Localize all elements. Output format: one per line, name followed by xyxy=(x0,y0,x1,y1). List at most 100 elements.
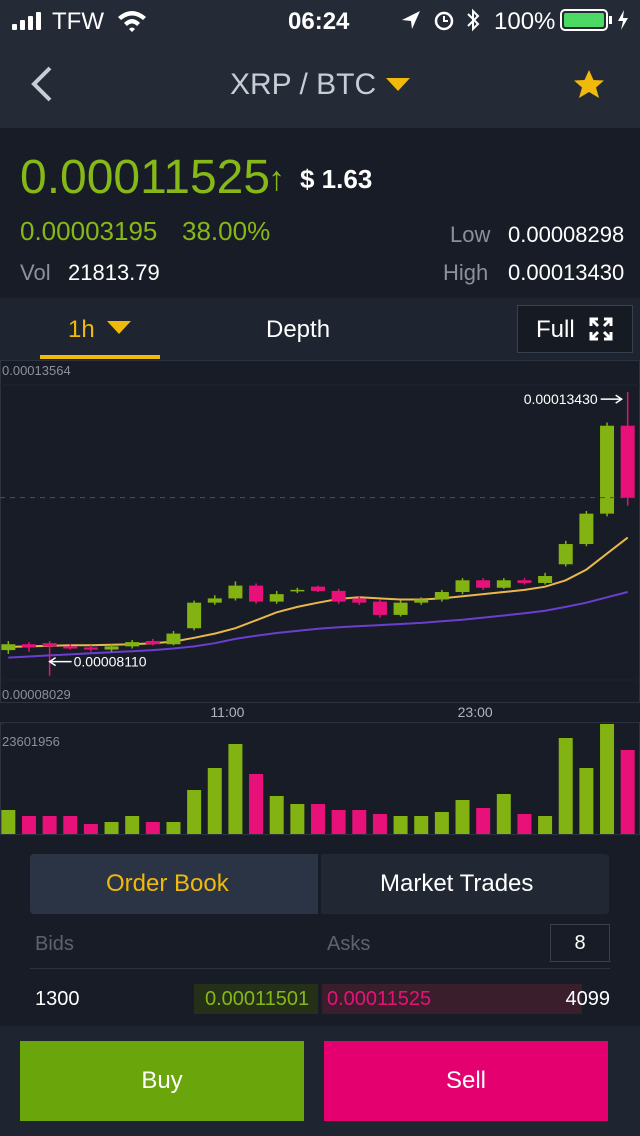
back-button[interactable] xyxy=(28,64,56,104)
volume-bar xyxy=(187,790,202,834)
full-button[interactable] xyxy=(517,305,633,353)
divider xyxy=(30,968,610,969)
volume-bar xyxy=(538,816,553,834)
candle-body xyxy=(517,580,532,583)
time-label: 11:00 xyxy=(210,704,244,720)
depth-tab[interactable]: Depth xyxy=(266,316,331,343)
candle-body xyxy=(104,646,119,650)
full-icon xyxy=(589,317,613,341)
candle-body xyxy=(42,643,57,647)
volume-bar xyxy=(290,804,305,834)
price-arrow: ↑ xyxy=(268,160,285,198)
candle-body xyxy=(145,641,160,645)
candle-body xyxy=(125,642,140,647)
volume-bar xyxy=(455,800,470,834)
candle-body xyxy=(455,580,470,593)
bid-depth-bar xyxy=(194,984,318,1014)
favorite-star[interactable] xyxy=(572,68,606,100)
volume-bar xyxy=(311,804,325,834)
candle-body xyxy=(372,601,387,615)
change-pct: 38.00% xyxy=(182,216,271,246)
volume-bar xyxy=(21,816,36,834)
volume-bar xyxy=(372,814,387,834)
volume-bar xyxy=(125,816,140,834)
volume-bar xyxy=(207,768,222,834)
candle-body xyxy=(207,598,222,603)
candle-body xyxy=(21,644,36,648)
candle-body xyxy=(414,599,429,603)
change-abs: 0.00003195 xyxy=(20,216,158,246)
volume-bar xyxy=(83,824,98,834)
status-icons xyxy=(402,8,480,32)
high-marker: 0.00013430 xyxy=(524,391,598,407)
buy-button[interactable]: Buy xyxy=(20,1041,304,1121)
ask-price: 0.00011525 xyxy=(327,988,432,1010)
asks-header: Asks xyxy=(327,933,371,955)
candle-body xyxy=(600,425,615,514)
sell-button[interactable]: Sell xyxy=(324,1041,608,1121)
volume-bar xyxy=(414,816,429,834)
volume-bar xyxy=(228,744,243,834)
volume-bar xyxy=(63,816,78,834)
wifi-icon xyxy=(118,11,146,32)
candle-body xyxy=(249,585,264,602)
volume-bar xyxy=(42,816,57,834)
carrier: TFW xyxy=(52,8,104,35)
depth-selector[interactable]: 8 xyxy=(550,924,610,962)
candle-body xyxy=(393,602,408,615)
market-trades-tab[interactable] xyxy=(321,854,609,914)
volume-bar xyxy=(579,768,594,834)
high-label: High xyxy=(443,260,489,285)
low-label: Low xyxy=(450,222,491,247)
signal-icon xyxy=(12,12,41,30)
tab-underline xyxy=(40,355,160,359)
volume-bar xyxy=(600,724,615,834)
candle-body xyxy=(496,580,511,588)
candle-body xyxy=(476,580,491,588)
usd-price: $ 1.63 xyxy=(300,164,373,194)
battery-icon xyxy=(560,9,628,31)
candle-body xyxy=(228,585,243,599)
vol-label: Vol xyxy=(20,260,51,285)
candle-body xyxy=(1,644,16,651)
time-label: 23:00 xyxy=(458,704,493,720)
candle-body xyxy=(331,590,346,602)
interval-tab[interactable]: 1h xyxy=(68,316,95,343)
volume-bar xyxy=(434,812,449,834)
candle-body xyxy=(558,544,573,565)
moving-average xyxy=(8,591,628,659)
bid-amount: 1300 xyxy=(35,988,80,1010)
interval-dropdown[interactable] xyxy=(106,320,132,336)
candle-body xyxy=(269,594,284,602)
order-book-tab[interactable] xyxy=(30,854,318,914)
candle-body xyxy=(538,576,553,583)
price-tick-label: 0.00013564 xyxy=(2,363,71,378)
candle-body xyxy=(311,586,325,591)
volume-bar xyxy=(620,750,635,834)
pair-title[interactable]: XRP / BTC xyxy=(230,68,377,101)
candle-body xyxy=(620,425,635,498)
volume-bar xyxy=(558,738,573,834)
battery-percent: 100% xyxy=(494,8,556,35)
pair-dropdown[interactable] xyxy=(384,76,412,94)
volume-bar xyxy=(1,810,16,834)
volume-bar xyxy=(352,810,367,834)
bid-price: 0.00011501 xyxy=(205,988,310,1010)
volume-bar xyxy=(145,822,160,834)
high-arrow xyxy=(600,394,624,404)
candle-body xyxy=(187,602,202,629)
low-arrow xyxy=(48,657,72,667)
ask-amount: 4099 xyxy=(565,988,611,1010)
candle-body xyxy=(434,592,449,600)
clock: 06:24 xyxy=(288,8,350,35)
candle-body xyxy=(63,646,78,649)
volume-bar xyxy=(269,796,284,834)
volume-bar xyxy=(517,814,532,834)
volume-bar xyxy=(104,822,119,834)
candle-body xyxy=(290,589,305,592)
order-book-label: Order Book xyxy=(106,870,229,897)
ask-depth-bar xyxy=(322,984,582,1014)
low-marker: 0.00008110 xyxy=(74,654,147,670)
candle-body xyxy=(166,633,181,645)
